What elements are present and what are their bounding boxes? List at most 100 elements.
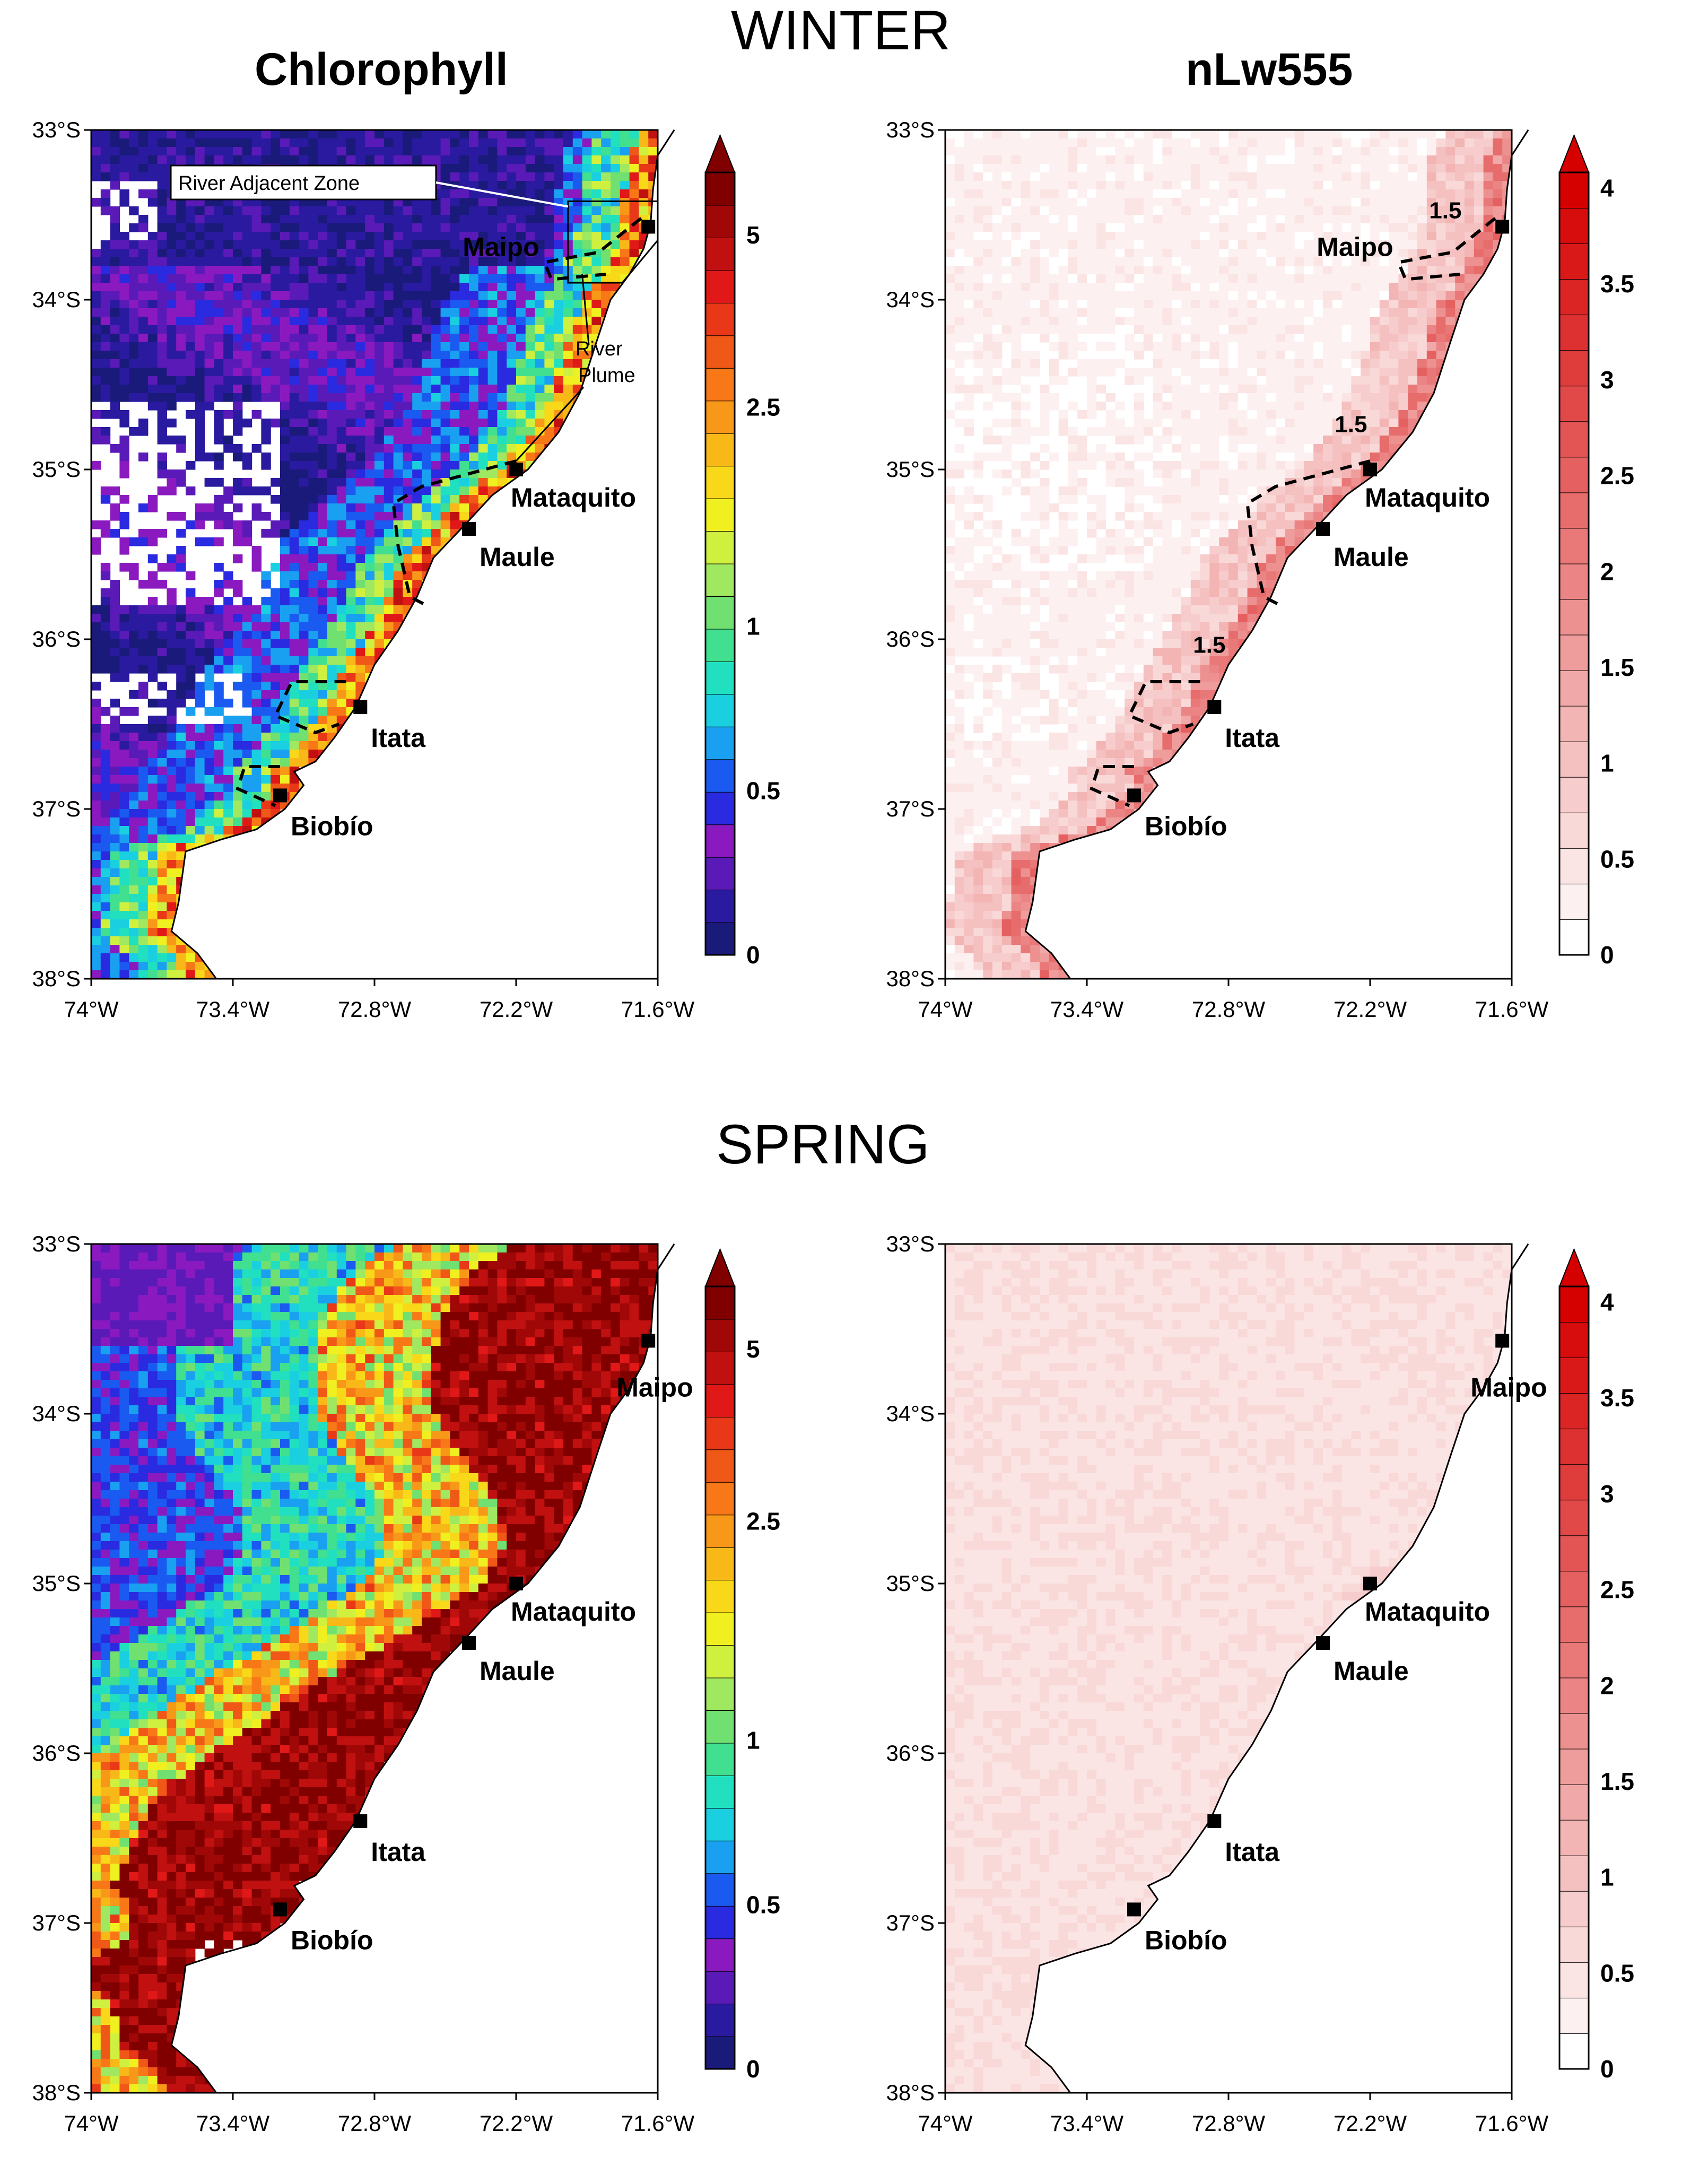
plume-contours (236, 217, 642, 807)
colorbar-label: 0 (746, 941, 760, 969)
colorbar-segment (1559, 2033, 1589, 2069)
colorbar-segment (1559, 1357, 1589, 1394)
lat-tick-label: 36°S (886, 1741, 935, 1765)
colorbar-label: 0 (1600, 941, 1614, 969)
colorbar-label: 2.5 (1600, 1576, 1634, 1604)
land-mask (1025, 1244, 1529, 2093)
river-label: Itata (1225, 723, 1280, 753)
lat-tick-label: 38°S (886, 2080, 935, 2105)
colorbar-segment (705, 1840, 735, 1874)
colorbar-frame (1558, 171, 1590, 956)
river-mouth-marker (1495, 1334, 1510, 1348)
colorbar-segment (705, 1807, 735, 1841)
contour-label: 1.5 (1335, 412, 1367, 438)
lat-tick-label: 35°S (32, 1571, 81, 1596)
river-label: Itata (371, 1837, 426, 1867)
river-mouth-marker (353, 1814, 368, 1828)
colorbar-segment (705, 2003, 735, 2037)
river-label: Maule (480, 1656, 555, 1686)
colorbar-segment (705, 889, 735, 923)
colorbar-segment (705, 661, 735, 695)
colorbar-segment (1559, 848, 1589, 884)
season-title-spring: SPRING (716, 1114, 930, 1176)
lon-tick-label: 71.6°W (1475, 997, 1549, 1022)
colorbar-segment (705, 2036, 735, 2069)
colorbar-segment (705, 530, 735, 564)
colorbar-segment (705, 1449, 735, 1483)
colorbar-segment (1559, 207, 1589, 244)
colorbar-segment (1559, 456, 1589, 493)
lon-tick-label: 71.6°W (621, 2111, 695, 2136)
colorbar-label: 0.5 (746, 1891, 780, 1918)
lon-tick-label: 73.4°W (196, 2111, 270, 2136)
colorbar-segment (705, 1416, 735, 1450)
colorbar-label: 2 (1600, 1672, 1614, 1699)
river-label: Itata (1225, 1837, 1280, 1867)
colorbar-frame (704, 1285, 736, 2070)
colorbar-label: 2 (1600, 558, 1614, 585)
river-mouth-marker (462, 522, 476, 536)
colorbar-label: 4 (1600, 175, 1614, 202)
river-mouth-marker (1316, 522, 1330, 536)
colorbar-segment (705, 1319, 735, 1352)
river-mouth-marker (509, 463, 523, 476)
lat-tick-label: 37°S (886, 796, 935, 821)
colorbar-segment (705, 269, 735, 303)
colorbar-segment (1559, 1321, 1589, 1358)
river-label: Itata (371, 723, 426, 753)
data-grid (945, 1244, 1512, 2093)
colorbar-segment (705, 1873, 735, 1907)
colorbar-frame (1558, 1285, 1590, 2070)
lat-tick-label: 38°S (32, 2080, 81, 2105)
river-label: Maule (480, 542, 555, 572)
colorbar-segment (705, 1286, 735, 1320)
river-label: Biobío (1145, 1925, 1227, 1955)
colorbar-segment (705, 465, 735, 499)
data-grid (945, 130, 1512, 979)
lat-tick-label: 35°S (32, 457, 81, 482)
lon-tick-label: 74°W (64, 2111, 119, 2136)
colorbar-label: 2.5 (1600, 462, 1634, 490)
colorbar-segment (1559, 1286, 1589, 1323)
lat-tick-label: 36°S (32, 627, 81, 651)
colorbar-segment (1559, 1749, 1589, 1785)
river-label: Mataquito (511, 1597, 636, 1626)
river-mouth-marker (641, 1334, 656, 1348)
colorbar-segment (705, 759, 735, 793)
river-label: Biobío (291, 1925, 373, 1955)
river-label: Maule (1334, 542, 1409, 572)
colorbar-label: 1 (1600, 1864, 1614, 1891)
map-panel-winter-chlorophyll: 33°S 34°S 35°S 36°S 37°S 38°S 74°W 73.4°W 72.8°W… (32, 117, 780, 1022)
colorbar-segment (1559, 1570, 1589, 1607)
lon-tick-label: 72.2°W (480, 2111, 553, 2136)
colorbar-segment (1559, 314, 1589, 351)
colorbar-segment (705, 1775, 735, 1809)
river-label: Mataquito (511, 483, 636, 512)
lat-tick-label: 37°S (886, 1910, 935, 1935)
land-mask (1025, 130, 1529, 979)
lat-tick-label: 35°S (886, 457, 935, 482)
colorbar-arrow (704, 134, 736, 173)
lon-tick-label: 71.6°W (1475, 2111, 1549, 2136)
colorbar-segment (705, 400, 735, 434)
lon-tick-label: 72.2°W (480, 997, 553, 1022)
colorbar-frame (704, 171, 736, 956)
lon-tick-label: 72.8°W (338, 2111, 412, 2136)
lat-tick-label: 34°S (886, 287, 935, 312)
plume-contours: 1.5 1.5 1.5 (1090, 197, 1496, 807)
colorbar-segment (1559, 634, 1589, 671)
colorbar-segment (1559, 1642, 1589, 1678)
river-mouth-marker (273, 1902, 287, 1917)
colorbar-label: 0 (1600, 2055, 1614, 2083)
lon-tick-label: 72.8°W (1192, 2111, 1266, 2136)
plume-arrow-top (581, 274, 590, 345)
lon-tick-label: 72.8°W (338, 997, 412, 1022)
colorbar-label: 0.5 (1600, 845, 1634, 873)
river-mouth-marker (1363, 1577, 1377, 1590)
river-label: Maule (1334, 1656, 1409, 1686)
colorbar-label: 0 (746, 2055, 760, 2083)
lat-tick-label: 35°S (886, 1571, 935, 1596)
colorbar-segment (705, 1645, 735, 1678)
plume-label-line1: River (576, 338, 623, 360)
colorbar-label: 0.5 (1600, 1959, 1634, 1987)
